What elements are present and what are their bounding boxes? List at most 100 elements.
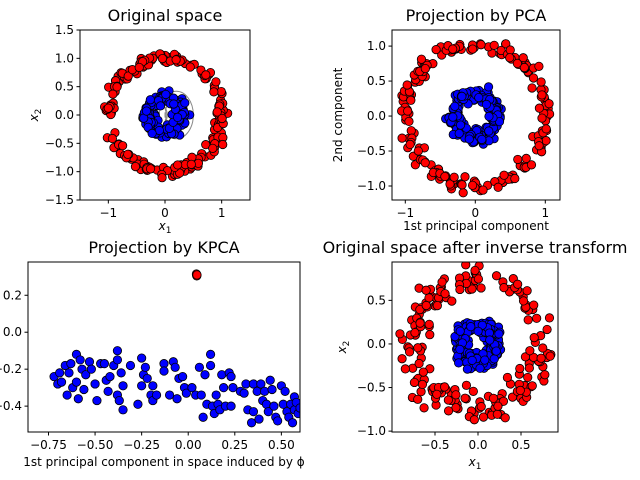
- data-point: [73, 394, 83, 404]
- data-point: [432, 300, 442, 311]
- data-point: [406, 95, 416, 105]
- x-tick-label: 0: [471, 206, 479, 220]
- y-tick-label: 0.0: [55, 108, 74, 122]
- data-point: [208, 143, 218, 153]
- data-point: [432, 389, 442, 399]
- x-axis-label: x1: [158, 219, 172, 236]
- data-point: [263, 407, 273, 417]
- data-point: [443, 395, 453, 405]
- data-point: [455, 344, 465, 354]
- data-point: [445, 179, 455, 189]
- data-point: [134, 62, 144, 73]
- y-tick-label: −1.5: [45, 193, 74, 207]
- data-point: [239, 388, 249, 398]
- data-point: [413, 394, 423, 404]
- data-point: [473, 274, 484, 284]
- data-point: [483, 82, 494, 92]
- subplot-4: −0.5 0.0 0.5 −1.0 −0.5 0.0 0.5 Original space a…: [323, 238, 628, 472]
- data-point: [145, 164, 156, 174]
- x-tick-label: 0.25: [221, 438, 248, 452]
- data-point: [64, 368, 74, 378]
- data-point: [397, 354, 407, 364]
- data-point: [212, 107, 222, 117]
- data-point: [280, 386, 290, 396]
- data-point: [185, 62, 195, 72]
- data-point: [484, 111, 494, 122]
- data-point: [510, 173, 520, 184]
- data-point: [544, 99, 554, 109]
- data-point: [467, 180, 478, 190]
- data-point: [425, 330, 435, 340]
- data-point: [157, 53, 168, 64]
- data-point: [194, 362, 204, 372]
- data-point: [90, 379, 100, 389]
- x-tick-label: −1: [99, 206, 117, 220]
- data-point: [395, 329, 405, 339]
- x-tick-label: 0: [161, 206, 169, 220]
- data-point: [62, 390, 72, 400]
- data-point: [118, 141, 128, 151]
- data-point: [211, 77, 221, 87]
- data-point: [505, 53, 515, 63]
- data-point: [461, 380, 472, 390]
- data-point: [114, 395, 124, 406]
- data-point: [526, 160, 537, 170]
- y-tick-label: 1.0: [367, 39, 386, 53]
- data-point: [475, 363, 485, 373]
- data-point: [455, 284, 465, 295]
- data-point: [527, 83, 537, 93]
- data-point: [466, 322, 476, 332]
- data-point: [404, 347, 415, 357]
- data-point: [410, 328, 420, 338]
- data-point: [140, 362, 150, 372]
- data-point: [123, 149, 133, 159]
- data-point: [159, 366, 169, 376]
- data-point: [461, 262, 471, 270]
- data-point: [108, 89, 118, 99]
- chart-title: Projection by KPCA: [88, 238, 239, 257]
- data-point: [544, 313, 555, 323]
- data-point: [125, 360, 136, 371]
- x-tick-label: 0.00: [175, 438, 202, 452]
- data-point: [523, 372, 533, 383]
- data-point: [462, 364, 472, 374]
- data-point: [86, 364, 96, 374]
- data-point: [201, 140, 211, 150]
- series-2: [450, 316, 506, 374]
- y-tick-label: −0.5: [45, 136, 74, 150]
- data-point: [123, 71, 133, 81]
- data-point: [112, 355, 123, 365]
- x-tick-label: −0.75: [30, 438, 67, 452]
- data-point: [440, 289, 450, 299]
- data-point: [92, 395, 102, 406]
- y-tick-label: 1.0: [55, 51, 74, 65]
- data-point: [451, 390, 461, 400]
- subplot-2: −1 0 1 −1.0 −0.5 0.0 0.5 1.0 Projection by PCA 1s…: [331, 6, 561, 233]
- data-point: [151, 390, 162, 400]
- data-point: [424, 319, 434, 329]
- data-point: [467, 355, 477, 365]
- x-tick-label: −0.25: [123, 438, 160, 452]
- data-point: [173, 112, 183, 123]
- data-point: [415, 318, 425, 328]
- data-point: [540, 370, 550, 380]
- data-point: [460, 393, 470, 403]
- axes-frame: [27, 261, 301, 433]
- data-point: [192, 270, 202, 280]
- y-tick-label: −1.0: [357, 179, 386, 193]
- data-point: [532, 313, 542, 323]
- data-point: [112, 346, 123, 356]
- data-point: [205, 360, 216, 371]
- data-point: [431, 45, 441, 55]
- data-point: [130, 161, 141, 172]
- data-point: [137, 353, 147, 363]
- series-2: [441, 82, 506, 149]
- data-point: [491, 271, 502, 281]
- data-point: [542, 324, 552, 335]
- x-axis-label: x1: [468, 455, 482, 472]
- data-point: [397, 133, 407, 143]
- axes-frame: [391, 29, 561, 201]
- y-tick-label: −1.0: [45, 165, 74, 179]
- data-point: [473, 326, 483, 336]
- data-point: [521, 153, 531, 163]
